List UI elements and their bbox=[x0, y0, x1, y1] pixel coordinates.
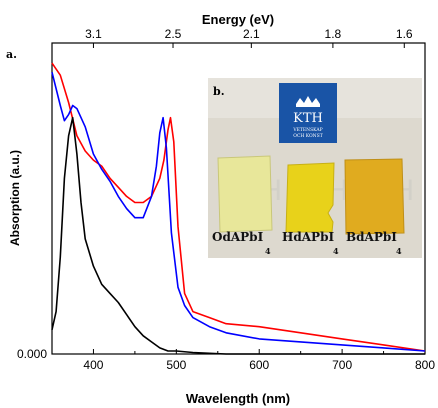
sample-label-bdapbi: BdAPbI bbox=[346, 230, 397, 244]
x-tick-label: 400 bbox=[83, 358, 103, 372]
x-tick-label: 600 bbox=[249, 358, 269, 372]
sample-film-odapbi bbox=[217, 155, 273, 233]
kth-logo-subtext-1: VETENSKAP bbox=[292, 127, 322, 133]
top-tick-label: 2.1 bbox=[243, 27, 260, 41]
y-axis-title: Absorption (a.u.) bbox=[8, 150, 22, 246]
x-tick-label: 700 bbox=[332, 358, 352, 372]
top-tick-label: 2.5 bbox=[165, 27, 182, 41]
kth-logo: KTH VETENSKAP OCH KONST bbox=[279, 83, 337, 143]
kth-logo-background bbox=[279, 83, 337, 143]
panel-a-label: a. bbox=[6, 48, 17, 61]
sample-label-odapbi: OdAPbI bbox=[212, 230, 264, 244]
top-tick-label: 1.8 bbox=[325, 27, 342, 41]
inset-photo: b. KTH VETENSKAP OCH KONST KTH KTH KTH O… bbox=[208, 78, 422, 258]
sample-film-bdapbi bbox=[344, 158, 405, 235]
top-tick-label: 1.6 bbox=[396, 27, 413, 41]
sample-subscript-odapbi: 4 bbox=[265, 246, 271, 256]
sample-film-hdapbi bbox=[285, 162, 335, 233]
x-axis-title: Wavelength (nm) bbox=[186, 391, 290, 406]
sample-subscript-bdapbi: 4 bbox=[396, 246, 402, 256]
series-line-2 bbox=[51, 116, 425, 355]
series-line-1 bbox=[51, 72, 426, 352]
x-tick-label: 800 bbox=[415, 358, 435, 372]
sample-subscript-hdapbi: 4 bbox=[333, 246, 339, 256]
top-axis-title: Energy (eV) bbox=[202, 12, 274, 27]
y-tick-label: 0.000 bbox=[17, 347, 47, 361]
series-line-0 bbox=[51, 62, 426, 352]
top-tick-label: 3.1 bbox=[85, 27, 102, 41]
crown-icon bbox=[296, 96, 320, 104]
crown-band bbox=[296, 104, 320, 107]
sample-label-hdapbi: HdAPbI bbox=[282, 230, 334, 244]
axis-ticks: 400 500 600 700 800 3.1 2.5 2.1 1.8 1.6 0.000 bbox=[17, 27, 435, 372]
panel-b-label: b. bbox=[213, 85, 225, 98]
series-group bbox=[51, 62, 426, 355]
kth-logo-subtext-2: OCH KONST bbox=[293, 133, 322, 139]
kth-logo-text: KTH bbox=[293, 111, 323, 126]
x-tick-label: 500 bbox=[166, 358, 186, 372]
